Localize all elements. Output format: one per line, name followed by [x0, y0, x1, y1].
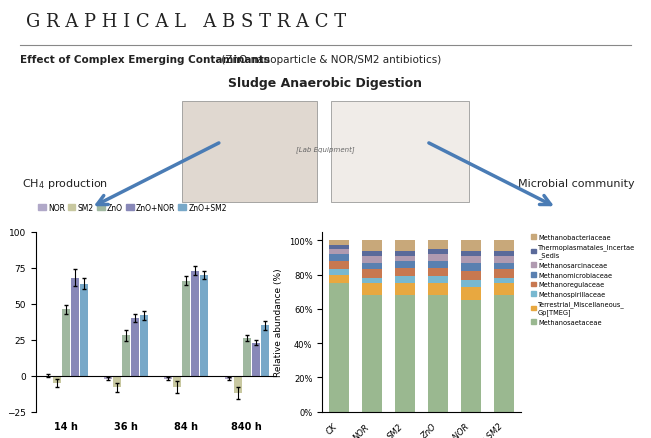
Bar [329, 283, 349, 412]
Bar [395, 295, 415, 412]
Bar [428, 241, 448, 249]
Bar [462, 272, 481, 280]
Bar [104, 376, 112, 379]
Bar [494, 251, 514, 256]
Bar [329, 275, 349, 283]
Bar [362, 270, 381, 278]
Bar [252, 343, 260, 376]
Bar [395, 261, 415, 268]
Bar [362, 295, 381, 412]
Bar [164, 376, 173, 379]
Bar [201, 275, 208, 376]
Bar [182, 281, 190, 376]
Bar [329, 246, 349, 249]
Text: (ZnO nanoparticle & NOR/SM2 antibiotics): (ZnO nanoparticle & NOR/SM2 antibiotics) [218, 55, 441, 65]
Bar [462, 300, 481, 412]
Bar [428, 283, 448, 295]
Bar [329, 254, 349, 261]
Bar [462, 263, 481, 272]
Bar [122, 336, 130, 376]
Bar [71, 278, 79, 376]
Bar [362, 278, 381, 283]
Bar [428, 295, 448, 412]
Bar [395, 256, 415, 261]
Bar [462, 241, 481, 251]
Bar [494, 263, 514, 270]
Bar [494, 256, 514, 263]
Bar [225, 376, 232, 379]
Bar [494, 241, 514, 251]
Bar [113, 376, 121, 387]
Legend: NOR, SM2, ZnO, ZnO+NOR, ZnO+SM2: NOR, SM2, ZnO, ZnO+NOR, ZnO+SM2 [35, 200, 230, 215]
Bar [395, 283, 415, 295]
Bar [428, 277, 448, 283]
Bar [362, 283, 381, 295]
Bar [494, 270, 514, 278]
Text: Sludge Anaerobic Digestion: Sludge Anaerobic Digestion [229, 77, 422, 90]
Bar [362, 256, 381, 263]
Bar [428, 261, 448, 268]
Bar [462, 287, 481, 300]
Bar [329, 261, 349, 270]
Text: CH$_4$ production: CH$_4$ production [22, 177, 108, 191]
Bar [428, 254, 448, 261]
Bar [395, 241, 415, 251]
Bar [234, 376, 242, 393]
Bar [62, 310, 70, 376]
Bar [462, 251, 481, 256]
Text: G R A P H I C A L   A B S T R A C T: G R A P H I C A L A B S T R A C T [26, 13, 346, 31]
Bar [331, 102, 469, 202]
Bar [428, 268, 448, 277]
Bar [53, 376, 61, 383]
Text: Microbial community: Microbial community [518, 179, 635, 189]
Text: [Lab Equipment]: [Lab Equipment] [296, 145, 355, 152]
Text: Effect of Complex Emerging Contaminants: Effect of Complex Emerging Contaminants [20, 55, 270, 65]
Bar [329, 270, 349, 275]
Bar [140, 315, 148, 376]
Bar [395, 268, 415, 277]
Bar [362, 241, 381, 251]
Bar [191, 271, 199, 376]
Bar [243, 339, 251, 376]
Bar [329, 241, 349, 246]
Y-axis label: Relative abundance (%): Relative abundance (%) [274, 268, 283, 376]
Bar [260, 325, 269, 376]
Bar [132, 318, 139, 376]
Bar [462, 256, 481, 263]
Bar [329, 249, 349, 254]
Bar [395, 277, 415, 283]
Bar [80, 284, 88, 376]
Bar [395, 251, 415, 256]
Bar [494, 278, 514, 283]
Bar [173, 376, 181, 387]
Bar [462, 280, 481, 287]
Bar [494, 283, 514, 295]
Legend: Methanobacteriaceae, Thermoplasmatales_Incertae
_Sedis, Methanosarcinaceae, Meth: Methanobacteriaceae, Thermoplasmatales_I… [528, 232, 638, 328]
Bar [182, 102, 316, 202]
Bar [362, 251, 381, 256]
Bar [428, 249, 448, 254]
Y-axis label: CH₄ production inhibition
(%): CH₄ production inhibition (%) [0, 265, 2, 379]
Bar [494, 295, 514, 412]
Bar [362, 263, 381, 270]
